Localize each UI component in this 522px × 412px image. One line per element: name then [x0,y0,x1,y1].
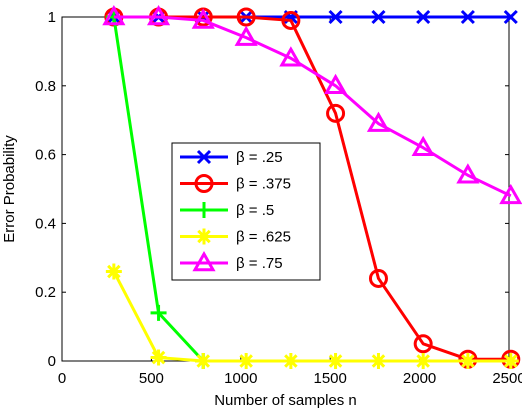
data-point [191,8,215,29]
legend-marker [192,250,216,272]
data-point [105,263,122,280]
legend-label: β = .5 [236,202,274,219]
series-layer [102,4,522,369]
series-line [112,270,511,363]
data-point [413,334,433,354]
data-point [456,163,480,184]
x-tick-label: 0 [58,370,66,387]
data-point [150,349,167,366]
y-tick-label: 0.4 [35,215,56,232]
data-point [503,9,518,25]
data-point [102,4,126,26]
series-line [113,15,512,198]
legend-item-1: β = .375 [180,174,291,193]
data-point [415,353,432,369]
data-point [146,4,171,26]
legend-label: β = .25 [236,149,283,166]
data-point [281,10,301,30]
data-point [411,135,435,156]
x-tick-label: 500 [139,370,164,387]
data-point [238,353,255,369]
legend-item-3: β = .625 [180,228,291,246]
legend: β = .25 β = .375 β = .5 β = .625 β = .75 [171,142,321,281]
data-point [502,353,519,369]
y-tick-label: 0 [48,353,56,370]
data-point [282,353,299,369]
data-point [236,7,256,27]
legend-item-2: β = .5 [180,202,274,219]
x-tick-label: 1500 [314,370,347,387]
series-3 [105,263,519,369]
data-point [328,9,343,25]
data-point [370,353,387,369]
series-2 [105,9,212,369]
legend-label: β = .375 [236,176,291,193]
data-point [234,25,258,46]
data-point [371,9,386,25]
y-axis-label: Error Probability [1,135,18,243]
series-4 [102,4,522,205]
tick-labels: 0 500 1000 1500 2000 2500 0 0.2 0.4 0.6 0.8 1 [35,9,522,387]
data-point [366,111,391,132]
x-axis-label: Number of samples n [214,392,357,409]
data-point [327,353,344,369]
data-point [150,304,167,321]
data-point [499,183,522,205]
legend-marker [196,228,212,245]
legend-item-4: β = .75 [180,250,283,272]
data-point [368,268,388,288]
legend-marker [196,202,212,218]
series-line [113,15,511,361]
y-tick-label: 0.8 [35,78,56,95]
data-point [323,73,348,95]
data-point [195,353,212,369]
x-tick-label: 2500 [492,370,522,387]
data-point [279,46,303,67]
legend-marker [194,174,214,193]
y-tick-label: 0.2 [35,284,56,301]
data-point [416,9,431,25]
legend-item-0: β = .25 [180,149,283,166]
data-point [459,353,476,369]
legend-marker [196,149,212,165]
x-tick-label: 1000 [224,370,257,387]
y-tick-label: 0.6 [35,147,56,164]
legend-label: β = .75 [236,255,283,272]
data-point [460,9,475,25]
legend-label: β = .625 [236,229,291,246]
x-tick-label: 2000 [403,370,436,387]
y-tick-label: 1 [48,9,56,26]
data-point [326,103,346,123]
